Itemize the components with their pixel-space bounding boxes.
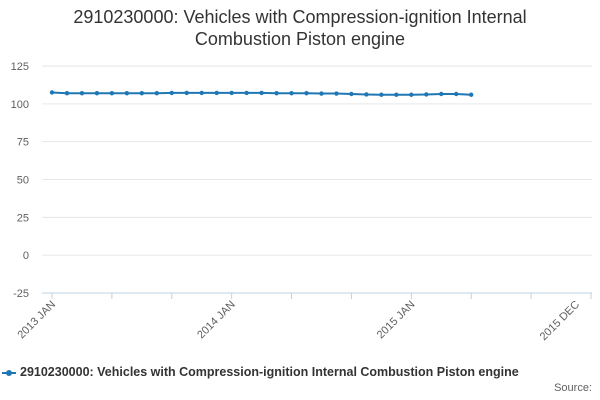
data-point <box>124 91 130 96</box>
y-tick-label: 50 <box>17 175 29 187</box>
data-point <box>454 91 459 97</box>
data-point <box>109 91 115 96</box>
y-tick-label: 75 <box>17 137 29 149</box>
chart-title: 2910230000: Vehicles with Compression-ig… <box>0 6 600 50</box>
data-point <box>304 91 309 96</box>
data-point <box>394 92 399 97</box>
legend-series-label[interactable]: 2910230000: Vehicles with Compression-ig… <box>20 365 519 379</box>
legend-series-marker-icon <box>6 370 12 376</box>
data-point <box>259 90 264 96</box>
data-point <box>289 91 294 96</box>
legend[interactable]: 2910230000: Vehicles with Compression-ig… <box>2 364 600 382</box>
x-tick-label: 2015 DEC <box>538 299 582 343</box>
data-point <box>319 91 324 96</box>
x-tick-label: 2014 JAN <box>195 299 238 342</box>
data-point <box>469 92 474 97</box>
data-point <box>94 91 100 96</box>
data-point <box>49 90 55 95</box>
data-point <box>244 90 249 96</box>
y-tick-label: 25 <box>17 212 29 224</box>
y-tick-label: 0 <box>23 250 29 262</box>
data-point <box>154 91 159 96</box>
data-point <box>184 90 189 96</box>
data-point <box>79 91 85 96</box>
data-point <box>169 90 174 96</box>
data-point <box>439 91 444 97</box>
data-point <box>349 91 354 97</box>
chart-title-line-1: 2910230000: Vehicles with Compression-ig… <box>73 7 527 27</box>
data-point <box>214 90 219 96</box>
data-point <box>139 91 145 96</box>
x-tick-label: 2013 JAN <box>15 299 58 342</box>
y-tick-label: 125 <box>11 61 29 73</box>
source-label: Source: <box>554 382 592 394</box>
x-tick-label: 2015 JAN <box>375 299 418 342</box>
chart-title-line-2: Combustion Piston engine <box>194 29 406 49</box>
y-tick-label: 100 <box>11 99 29 111</box>
data-point <box>424 92 429 97</box>
data-point <box>199 90 204 96</box>
y-tick-label: -25 <box>13 288 29 300</box>
data-point <box>364 92 369 97</box>
data-point <box>379 92 384 97</box>
data-point <box>229 90 234 96</box>
data-point <box>64 91 70 96</box>
data-point <box>274 91 279 96</box>
data-point <box>334 91 339 96</box>
data-point <box>409 92 414 97</box>
